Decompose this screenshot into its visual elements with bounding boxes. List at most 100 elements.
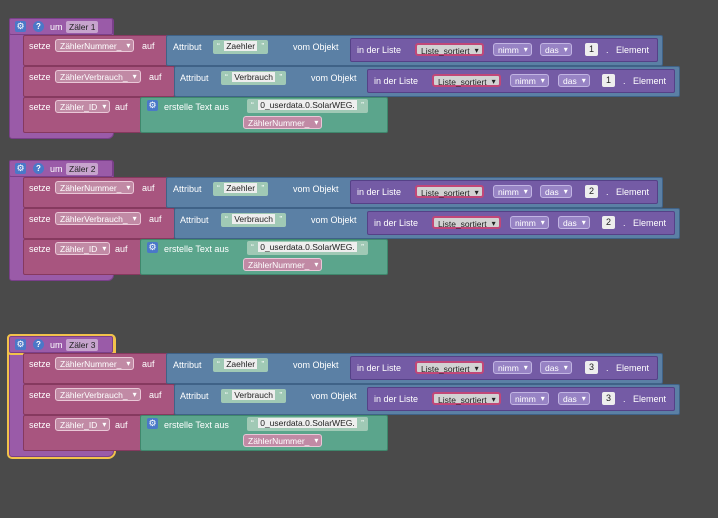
procedure-name[interactable]: Zäler 2	[66, 163, 99, 175]
label-setze: setze	[29, 420, 51, 430]
nimm-dropdown[interactable]: nimm	[510, 216, 549, 229]
label-vom-objekt: vom Objekt	[293, 42, 339, 52]
das-dropdown[interactable]: das	[558, 392, 590, 405]
label-vom-objekt: vom Objekt	[311, 73, 357, 83]
string-block[interactable]: “ Verbrauch ”	[221, 71, 287, 85]
string-block[interactable]: “ Zaehler ”	[213, 182, 269, 196]
label-auf: auf	[115, 102, 128, 112]
label-dot: .	[623, 218, 626, 228]
label-attribut: Attribut	[180, 215, 209, 225]
label-dot: .	[623, 76, 626, 86]
variable-dropdown[interactable]: ZählerVerbrauch_	[55, 388, 141, 401]
variable-dropdown[interactable]: ZählerNummer_	[243, 258, 323, 271]
label-element: Element	[616, 363, 650, 373]
das-dropdown[interactable]: das	[558, 74, 590, 87]
string-block[interactable]: “ Verbrauch ”	[221, 389, 287, 403]
string-block[interactable]: “ Zaehler ”	[213, 40, 269, 54]
label-in-der-liste: in der Liste	[357, 187, 402, 197]
variable-dropdown[interactable]: ZählerNummer_	[55, 357, 135, 370]
label-setze: setze	[29, 41, 51, 51]
variable-dropdown[interactable]: Zähler_ID	[55, 100, 111, 113]
procedure-group[interactable]: ⚙ ? um Zäler 2 setze ZählerNummer_ auf A…	[0, 160, 718, 290]
das-dropdown[interactable]: das	[558, 216, 590, 229]
help-icon[interactable]: ?	[33, 21, 44, 32]
label-attribut: Attribut	[173, 42, 202, 52]
label-element: Element	[616, 187, 650, 197]
nimm-dropdown[interactable]: nimm	[510, 392, 549, 405]
label-um: um	[50, 22, 63, 32]
label-setze: setze	[29, 390, 51, 400]
variable-dropdown[interactable]: ZählerVerbrauch_	[55, 212, 141, 225]
index-number[interactable]: 3	[585, 361, 598, 374]
label-element: Element	[633, 76, 667, 86]
variable-dropdown[interactable]: Zähler_ID	[55, 242, 111, 255]
procedure-name[interactable]: Zäler 3	[66, 339, 99, 351]
string-block[interactable]: “ 0_userdata.0.SolarWEG. ”	[247, 99, 368, 113]
gear-icon[interactable]: ⚙	[15, 163, 26, 174]
index-number[interactable]: 2	[585, 185, 598, 198]
label-in-der-liste: in der Liste	[357, 363, 402, 373]
label-auf: auf	[149, 72, 162, 82]
nimm-dropdown[interactable]: nimm	[510, 74, 549, 87]
variable-dropdown[interactable]: ZählerNummer_	[55, 181, 135, 194]
list-variable-dropdown[interactable]: Liste_sortiert	[415, 361, 484, 375]
index-number[interactable]: 1	[602, 74, 615, 87]
string-block[interactable]: “ Zaehler ”	[213, 358, 269, 372]
gear-icon[interactable]: ⚙	[147, 100, 158, 111]
variable-dropdown[interactable]: ZählerNummer_	[243, 116, 323, 129]
label-dot: .	[606, 187, 609, 197]
label-auf: auf	[115, 420, 128, 430]
list-variable-dropdown[interactable]: Liste_sortiert	[432, 74, 501, 88]
label-vom-objekt: vom Objekt	[293, 184, 339, 194]
label-in-der-liste: in der Liste	[357, 45, 402, 55]
list-variable-dropdown[interactable]: Liste_sortiert	[415, 185, 484, 199]
label-dot: .	[606, 363, 609, 373]
das-dropdown[interactable]: das	[540, 185, 572, 198]
variable-dropdown[interactable]: ZählerVerbrauch_	[55, 70, 141, 83]
label-setze: setze	[29, 183, 51, 193]
label-setze: setze	[29, 214, 51, 224]
string-block[interactable]: “ Verbrauch ”	[221, 213, 287, 227]
label-dot: .	[623, 394, 626, 404]
nimm-dropdown[interactable]: nimm	[493, 43, 532, 56]
label-setze: setze	[29, 72, 51, 82]
index-number[interactable]: 3	[602, 392, 615, 405]
string-block[interactable]: “ 0_userdata.0.SolarWEG. ”	[247, 241, 368, 255]
procedure-group[interactable]: ⚙ ? um Zäler 3 setze ZählerNummer_ auf A…	[0, 334, 718, 466]
label-setze: setze	[29, 244, 51, 254]
help-icon[interactable]: ?	[33, 163, 44, 174]
gear-icon[interactable]: ⚙	[147, 242, 158, 253]
das-dropdown[interactable]: das	[540, 361, 572, 374]
gear-icon[interactable]: ⚙	[15, 339, 26, 350]
das-dropdown[interactable]: das	[540, 43, 572, 56]
label-in-der-liste: in der Liste	[374, 218, 419, 228]
help-icon[interactable]: ?	[33, 339, 44, 350]
label-erstelle-text: erstelle Text aus	[164, 244, 229, 254]
variable-dropdown[interactable]: Zähler_ID	[55, 418, 111, 431]
string-block[interactable]: “ 0_userdata.0.SolarWEG. ”	[247, 417, 368, 431]
list-variable-dropdown[interactable]: Liste_sortiert	[432, 216, 501, 230]
label-vom-objekt: vom Objekt	[311, 215, 357, 225]
label-auf: auf	[142, 183, 155, 193]
label-dot: .	[606, 45, 609, 55]
nimm-dropdown[interactable]: nimm	[493, 361, 532, 374]
label-auf: auf	[149, 390, 162, 400]
index-number[interactable]: 1	[585, 43, 598, 56]
label-in-der-liste: in der Liste	[374, 76, 419, 86]
procedure-name[interactable]: Zäler 1	[66, 21, 99, 33]
variable-dropdown[interactable]: ZählerNummer_	[55, 39, 135, 52]
list-variable-dropdown[interactable]: Liste_sortiert	[432, 392, 501, 406]
list-variable-dropdown[interactable]: Liste_sortiert	[415, 43, 484, 57]
gear-icon[interactable]: ⚙	[15, 21, 26, 32]
label-attribut: Attribut	[180, 73, 209, 83]
label-erstelle-text: erstelle Text aus	[164, 420, 229, 430]
index-number[interactable]: 2	[602, 216, 615, 229]
variable-dropdown[interactable]: ZählerNummer_	[243, 434, 323, 447]
gear-icon[interactable]: ⚙	[147, 418, 158, 429]
label-um: um	[50, 164, 63, 174]
procedure-group[interactable]: ⚙ ? um Zäler 1 setze ZählerNummer_ auf A…	[0, 18, 718, 148]
nimm-dropdown[interactable]: nimm	[493, 185, 532, 198]
label-vom-objekt: vom Objekt	[311, 391, 357, 401]
label-in-der-liste: in der Liste	[374, 394, 419, 404]
label-element: Element	[616, 45, 650, 55]
